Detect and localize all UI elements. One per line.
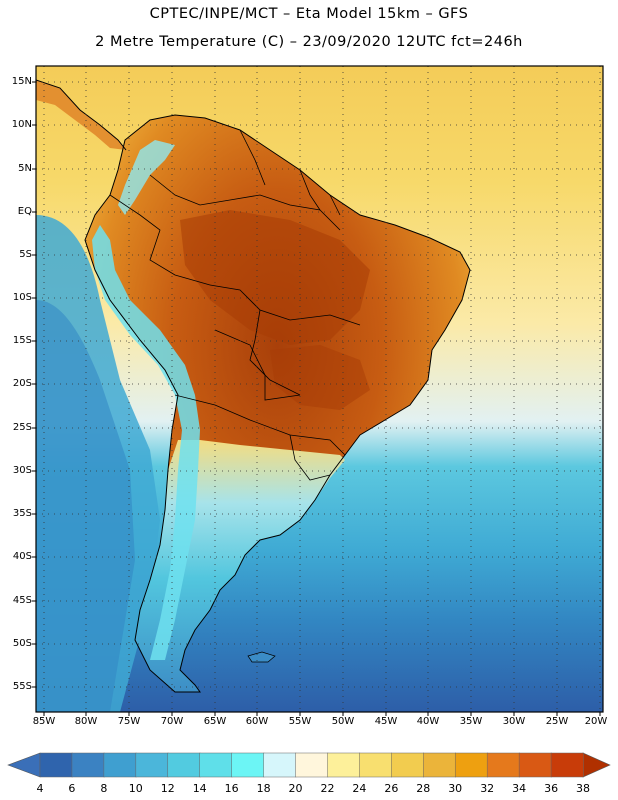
colorbar-high-arrow bbox=[582, 752, 611, 778]
northern-andes-cold-band bbox=[118, 140, 175, 215]
colorbar-label: 30 bbox=[448, 782, 463, 795]
colorbar-swatch bbox=[263, 752, 297, 778]
lon-label: 65W bbox=[203, 716, 227, 727]
colorbar-label: 10 bbox=[128, 782, 143, 795]
lat-label: 40S bbox=[12, 551, 32, 562]
colorbar-label: 26 bbox=[384, 782, 399, 795]
hot-core-amazon bbox=[180, 210, 370, 345]
colorbar-low-arrow bbox=[7, 752, 41, 778]
lon-label: 20W bbox=[584, 716, 608, 727]
colorbar-swatch bbox=[135, 752, 169, 778]
lat-label: 15N bbox=[11, 76, 32, 87]
colorbar-swatch bbox=[295, 752, 329, 778]
lon-label: 70W bbox=[160, 716, 184, 727]
central-america-land bbox=[36, 80, 126, 150]
colorbar-swatch bbox=[231, 752, 265, 778]
colorbar-label: 20 bbox=[288, 782, 303, 795]
lat-label: 35S bbox=[12, 508, 32, 519]
lat-label: EQ bbox=[17, 206, 32, 217]
colorbar-swatch bbox=[550, 752, 584, 778]
colorbar-swatch bbox=[391, 752, 425, 778]
colorbar-swatch bbox=[423, 752, 456, 778]
lat-label: 10S bbox=[12, 292, 32, 303]
lon-label: 25W bbox=[545, 716, 569, 727]
central-america-coastline bbox=[36, 79, 127, 151]
axis-ticks bbox=[32, 81, 601, 716]
lat-label: 15S bbox=[12, 335, 32, 346]
lat-label: 5S bbox=[19, 249, 32, 260]
colorbar-swatch bbox=[39, 752, 73, 778]
colorbar-label: 16 bbox=[224, 782, 239, 795]
colorbar-swatch bbox=[103, 752, 137, 778]
temperature-colorbar bbox=[7, 752, 611, 778]
colorbar-swatch bbox=[71, 752, 105, 778]
colorbar-label: 18 bbox=[256, 782, 271, 795]
colorbar-swatch bbox=[486, 752, 520, 778]
lon-label: 60W bbox=[245, 716, 269, 727]
lon-label: 30W bbox=[502, 716, 526, 727]
colorbar-label: 4 bbox=[36, 782, 44, 795]
colorbar-swatch bbox=[167, 752, 201, 778]
lat-label: 5N bbox=[18, 163, 32, 174]
colorbar-label: 34 bbox=[512, 782, 527, 795]
lat-label: 20S bbox=[12, 378, 32, 389]
lon-label: 80W bbox=[74, 716, 98, 727]
colorbar-label: 28 bbox=[416, 782, 431, 795]
lon-label: 75W bbox=[117, 716, 141, 727]
lon-label: 50W bbox=[331, 716, 355, 727]
colorbar-swatch bbox=[518, 752, 552, 778]
colorbar-swatch bbox=[327, 752, 361, 778]
lat-label: 30S bbox=[12, 465, 32, 476]
colorbar-swatch bbox=[359, 752, 393, 778]
colorbar-label: 14 bbox=[192, 782, 207, 795]
colorbar-label: 12 bbox=[160, 782, 175, 795]
coastline bbox=[84, 114, 471, 693]
colorbar-swatch bbox=[199, 752, 233, 778]
colorbar-label: 32 bbox=[480, 782, 495, 795]
falkland-islands bbox=[247, 651, 276, 663]
lon-label: 55W bbox=[288, 716, 312, 727]
lat-label: 50S bbox=[12, 638, 32, 649]
lat-label: 10N bbox=[11, 119, 32, 130]
colorbar-label: 36 bbox=[544, 782, 559, 795]
lon-label: 35W bbox=[459, 716, 483, 727]
colorbar-swatch bbox=[454, 752, 488, 778]
colorbar-label: 38 bbox=[576, 782, 590, 795]
colorbar-label: 24 bbox=[352, 782, 367, 795]
map-title: CPTEC/INPE/MCT – Eta Model 15km – GFS bbox=[149, 6, 469, 22]
lon-label: 45W bbox=[374, 716, 398, 727]
map-frame bbox=[35, 65, 604, 713]
pacific-colder-water bbox=[36, 300, 135, 712]
hot-core-central bbox=[270, 345, 370, 410]
country-borders bbox=[109, 129, 361, 481]
lat-label: 25S bbox=[12, 422, 32, 433]
map-subtitle: 2 Metre Temperature (C) – 23/09/2020 12U… bbox=[95, 34, 523, 50]
colorbar-label: 22 bbox=[320, 782, 335, 795]
lat-label: 55S bbox=[12, 681, 32, 692]
colorbar-label: 8 bbox=[100, 782, 108, 795]
lat-label: 45S bbox=[12, 595, 32, 606]
andes-cold-band bbox=[92, 225, 200, 660]
lon-label: 85W bbox=[32, 716, 56, 727]
colorbar-label: 6 bbox=[68, 782, 76, 795]
lon-label: 40W bbox=[416, 716, 440, 727]
